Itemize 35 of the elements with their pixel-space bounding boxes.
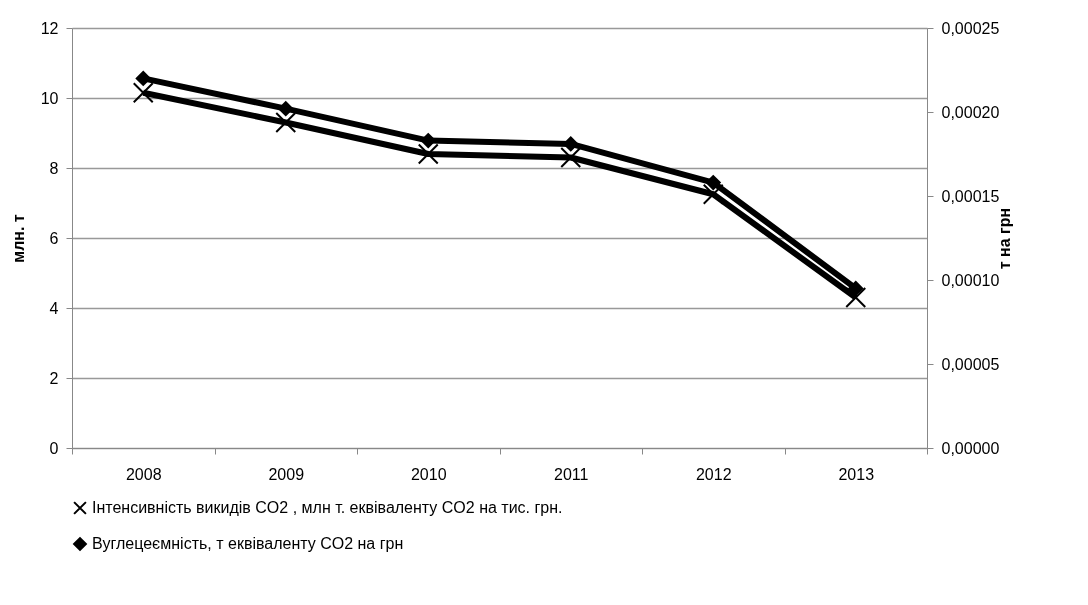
x-tick-label: 2013	[838, 465, 875, 483]
point	[702, 183, 724, 205]
point	[563, 136, 579, 152]
y2-tick-label: 0,00000	[941, 439, 1000, 457]
point	[705, 175, 721, 191]
y2-tick-label: 0,00010	[941, 271, 1000, 289]
y2-tick-label: 0,00015	[941, 187, 1000, 205]
y-tick-label: 10	[40, 89, 59, 107]
y2-axis-title: т на грн	[996, 207, 1014, 270]
x-tick-label: 2012	[695, 465, 732, 483]
y-tick-label: 2	[49, 369, 59, 387]
legend-label: Інтенсивність викидів CO2 , млн т. еквіваленту CO2 на тис. грн.	[92, 499, 563, 516]
y2-tick-label: 0,00005	[941, 355, 1000, 373]
point	[845, 287, 867, 308]
y-axis-title: млн. т	[9, 214, 27, 263]
y-tick-label: 0	[49, 439, 59, 457]
legend-label: Вуглецеємність, т еквіваленту CO2 на грн	[92, 535, 404, 552]
x-tick-label: 2011	[554, 465, 589, 483]
point	[275, 112, 297, 133]
y2-tick-label: 0,00020	[941, 103, 1000, 121]
point	[278, 101, 294, 117]
y-tick-label: 8	[49, 159, 59, 177]
point	[420, 133, 436, 149]
x-tick-label: 2009	[268, 465, 305, 483]
point	[135, 70, 151, 86]
x-tick-label: 2008	[125, 465, 162, 483]
point	[848, 280, 864, 296]
point	[417, 143, 439, 165]
y-tick-label: 4	[49, 299, 59, 317]
y-tick-label: 12	[40, 19, 59, 37]
point	[560, 147, 582, 168]
y-tick-label: 6	[49, 229, 59, 247]
x-tick-label: 2010	[410, 465, 447, 483]
point	[132, 82, 154, 104]
y2-tick-label: 0,00025	[941, 19, 1000, 37]
